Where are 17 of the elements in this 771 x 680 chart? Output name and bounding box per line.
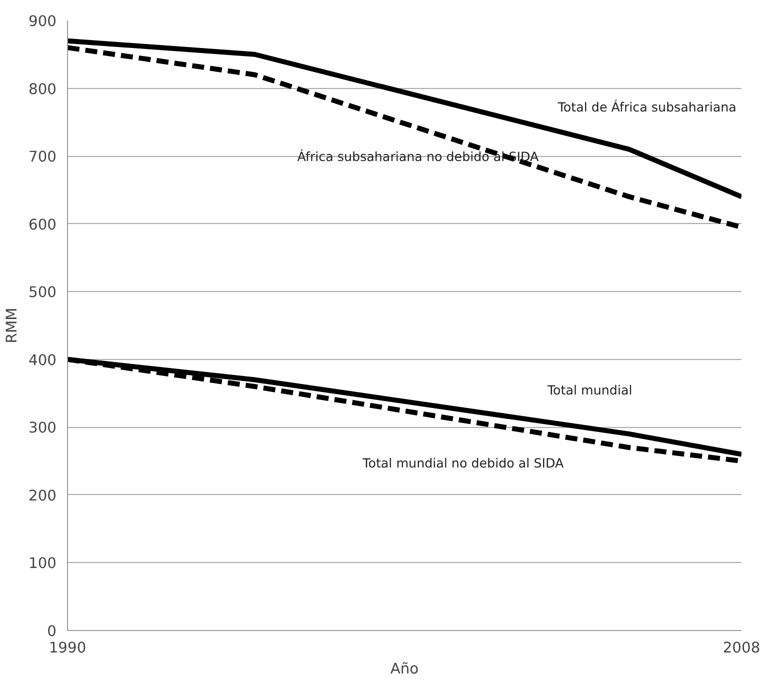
y-axis-title: RMM [4, 308, 21, 344]
y-tick-label: 800 [28, 80, 57, 98]
x-tick-label: 1990 [48, 640, 86, 656]
y-tick-label: 700 [28, 148, 57, 166]
y-tick-label: 900 [28, 13, 57, 30]
annotation: Total de África subsahariana [556, 100, 736, 115]
y-tick-label: 500 [28, 284, 57, 302]
x-axis-title: Año [390, 660, 419, 678]
y-tick-label: 200 [28, 487, 57, 504]
annotation: Total mundial no debido al SIDA [362, 455, 564, 470]
y-tick-label: 400 [28, 352, 57, 369]
x-tick-label: 2008 [722, 640, 760, 656]
y-tick-label: 0 [47, 623, 57, 640]
y-tick-label: 100 [28, 555, 57, 572]
y-tick-label: 600 [28, 216, 57, 234]
y-tick-label: 300 [28, 420, 57, 437]
annotation: Total mundial [546, 382, 632, 398]
